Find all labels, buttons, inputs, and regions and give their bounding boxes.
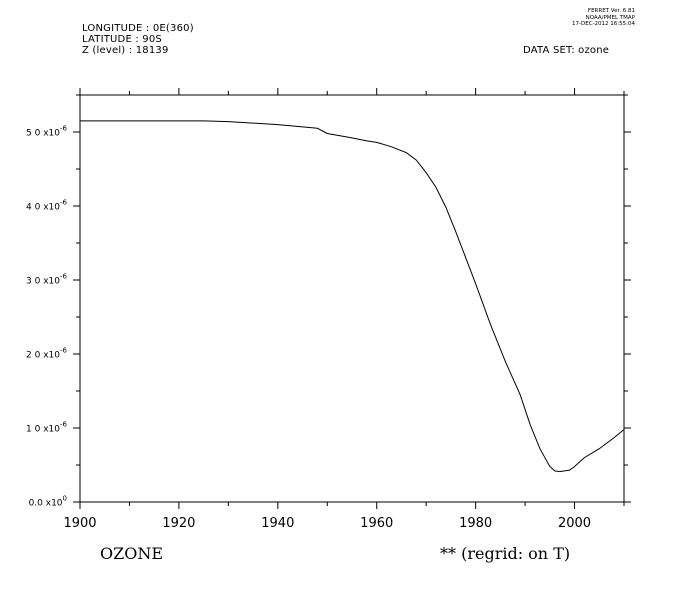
x-tick-label: 1980 (459, 516, 492, 531)
y-tick-exponent: -6 (60, 199, 68, 207)
y-tick-exponent: 0 (63, 495, 67, 503)
y-tick-label: 1 0 x10-6 (26, 421, 67, 435)
series-line (80, 120, 625, 473)
y-tick-exponent: -6 (60, 347, 68, 355)
y-tick-mantissa: 2 0 (26, 351, 41, 361)
latitude-label: LATITUDE : 90S (82, 34, 162, 45)
x-tick-label: 1920 (162, 516, 195, 531)
y-tick-label: 3 0 x10-6 (26, 273, 67, 287)
y-tick-label: 5 0 x10-6 (26, 125, 67, 139)
regrid-note: ** (regrid: on T) (440, 544, 570, 563)
y-tick-exponent: -6 (60, 421, 68, 429)
ferret-date: 17-DEC-2012 16:55:04 (572, 21, 635, 27)
y-tick-mantissa: 5 0 (26, 129, 41, 139)
x-tick-label: 1960 (360, 516, 393, 531)
y-tick-exponent: -6 (60, 125, 68, 133)
ferret-org: NOAA/PMEL TMAP (585, 14, 635, 21)
y-tick-exponent: -6 (60, 273, 68, 281)
plot-frame (79, 94, 625, 503)
y-tick-mantissa: 1 0 (26, 425, 41, 435)
x-axis-label: OZONE (100, 544, 163, 563)
y-tick-label: 0.0 x100 (29, 495, 67, 509)
y-tick-label: 2 0 x10-6 (26, 347, 67, 361)
x-tick-label: 2000 (558, 516, 591, 531)
y-tick-mantissa: 4 0 (26, 203, 41, 213)
z-level-label: Z (level) : 18139 (82, 45, 169, 56)
y-tick-label: 4 0 x10-6 (26, 199, 67, 213)
x-tick-label: 1900 (63, 516, 96, 531)
y-tick-mantissa: 0.0 (29, 499, 44, 509)
x-tick-label: 1940 (261, 516, 294, 531)
y-tick-mantissa: 3 0 (26, 277, 41, 287)
ferret-version: FERRET Ver. 6.81 (587, 8, 635, 14)
dataset-label: DATA SET: ozone (523, 45, 610, 56)
longitude-label: LONGITUDE : 0E(360) (82, 23, 194, 34)
